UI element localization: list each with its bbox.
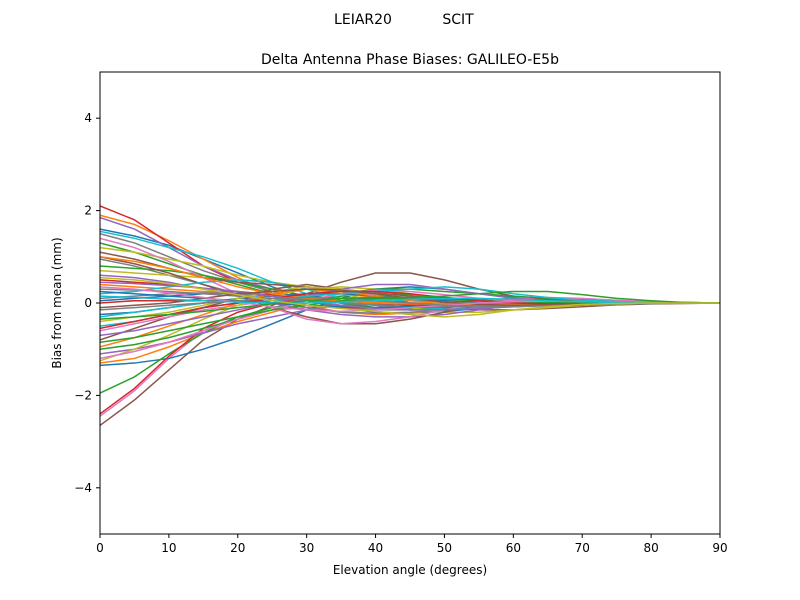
series-line-49	[100, 295, 720, 304]
suptitle-left: LEIAR20	[334, 12, 392, 28]
y-tick-label: 4	[84, 111, 92, 125]
x-tick-label: 70	[575, 541, 590, 555]
x-axis-label: Elevation angle (degrees)	[333, 563, 487, 577]
y-tick-label: 0	[84, 296, 92, 310]
series-group	[100, 205, 720, 427]
y-axis: −4 −2 0 2 4	[74, 111, 100, 495]
x-tick-label: 10	[161, 541, 176, 555]
chart-title: Delta Antenna Phase Biases: GALILEO-E5b	[261, 52, 559, 68]
y-tick-label: −4	[74, 481, 92, 495]
y-tick-label: 2	[84, 204, 92, 218]
series-line-51	[100, 276, 720, 318]
x-tick-label: 0	[96, 541, 104, 555]
x-tick-label: 40	[368, 541, 383, 555]
x-tick-label: 20	[230, 541, 245, 555]
x-tick-label: 60	[506, 541, 521, 555]
y-axis-label: Bias from mean (mm)	[50, 237, 64, 368]
series-line-50	[100, 290, 720, 320]
x-tick-label: 90	[712, 541, 727, 555]
suptitle-right: SCIT	[442, 12, 474, 28]
x-tick-label: 50	[437, 541, 452, 555]
x-axis: 0 10 20 30 40 50 60 70 80 90	[96, 534, 728, 555]
series-line-14	[100, 297, 720, 415]
x-tick-label: 30	[299, 541, 314, 555]
x-tick-label: 80	[643, 541, 658, 555]
y-tick-label: −2	[74, 388, 92, 402]
